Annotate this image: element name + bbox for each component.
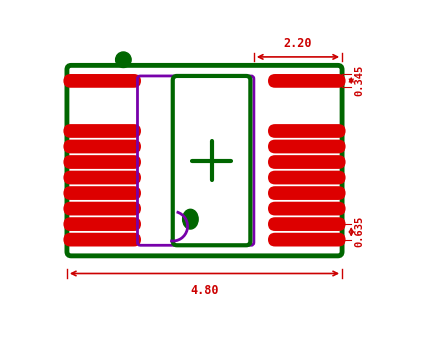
FancyBboxPatch shape — [268, 217, 346, 231]
FancyBboxPatch shape — [63, 124, 141, 138]
FancyBboxPatch shape — [268, 202, 346, 216]
Text: 0.345: 0.345 — [355, 65, 365, 96]
Circle shape — [116, 52, 131, 67]
FancyBboxPatch shape — [63, 217, 141, 231]
FancyBboxPatch shape — [63, 74, 141, 88]
FancyBboxPatch shape — [63, 171, 141, 184]
Ellipse shape — [183, 209, 198, 229]
Text: 2.20: 2.20 — [283, 37, 312, 50]
FancyBboxPatch shape — [268, 186, 346, 200]
FancyBboxPatch shape — [173, 76, 250, 245]
FancyBboxPatch shape — [67, 65, 342, 256]
FancyBboxPatch shape — [63, 233, 141, 246]
FancyBboxPatch shape — [268, 233, 346, 246]
FancyBboxPatch shape — [268, 124, 346, 138]
FancyBboxPatch shape — [63, 140, 141, 153]
FancyBboxPatch shape — [268, 74, 346, 88]
FancyBboxPatch shape — [268, 155, 346, 169]
FancyBboxPatch shape — [268, 140, 346, 153]
Text: 4.80: 4.80 — [190, 284, 219, 297]
Text: 0.635: 0.635 — [355, 216, 365, 247]
FancyBboxPatch shape — [63, 186, 141, 200]
FancyBboxPatch shape — [63, 202, 141, 216]
FancyBboxPatch shape — [63, 155, 141, 169]
FancyBboxPatch shape — [268, 171, 346, 184]
